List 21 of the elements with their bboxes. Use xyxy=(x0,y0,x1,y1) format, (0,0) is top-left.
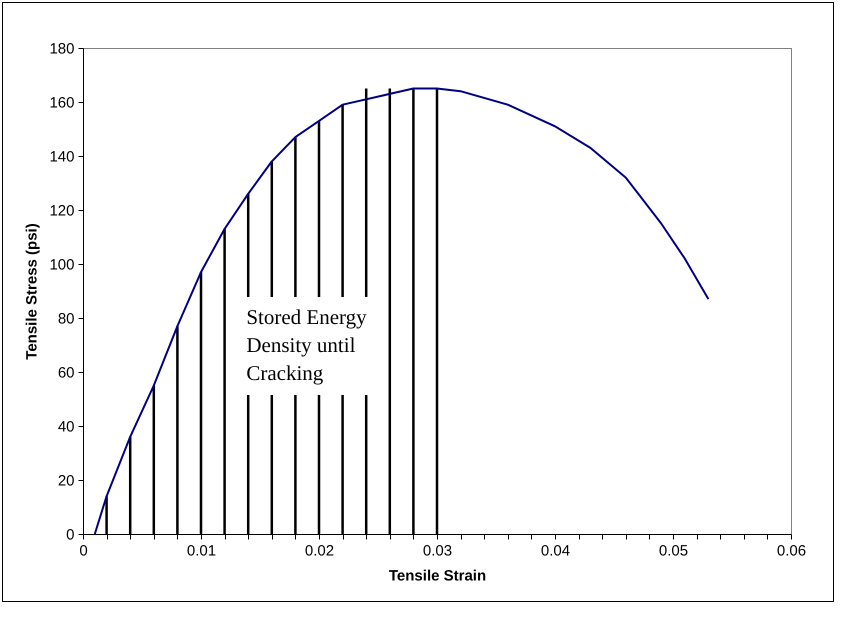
x-tick-label: 0.04 xyxy=(540,542,570,560)
y-tick-label: 40 xyxy=(58,418,74,436)
y-tick-label: 100 xyxy=(49,256,74,274)
annotation: Stored Energy Density until Cracking xyxy=(242,296,373,394)
y-tick-label: 60 xyxy=(58,364,74,382)
y-tick-label: 120 xyxy=(49,202,74,220)
y-tick-label: 20 xyxy=(58,472,74,490)
y-tick-label: 0 xyxy=(66,526,74,544)
x-tick-label: 0.06 xyxy=(776,542,806,560)
y-tick-label: 180 xyxy=(49,40,74,58)
y-tick-label: 80 xyxy=(58,310,74,328)
x-tick-label: 0 xyxy=(79,542,88,560)
y-axis-title: Tensile Stress (psi) xyxy=(23,223,40,360)
line-series xyxy=(94,88,710,534)
x-axis-title: Tensile Strain xyxy=(388,568,486,584)
x-tick-label: 0.02 xyxy=(304,542,334,560)
y-tick-label: 160 xyxy=(49,94,74,112)
y-tick-label: 140 xyxy=(49,148,74,166)
x-tick-label: 0.03 xyxy=(422,542,452,560)
x-tick-label: 0.01 xyxy=(186,542,216,560)
x-tick-label: 0.05 xyxy=(658,542,688,560)
